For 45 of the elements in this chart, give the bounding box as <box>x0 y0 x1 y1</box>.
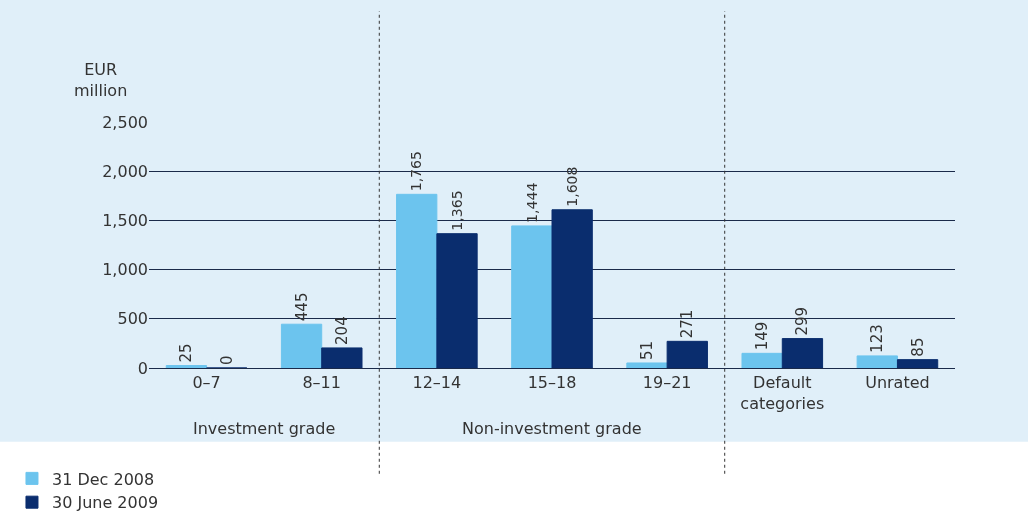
bar <box>856 355 898 368</box>
x-tick-label: 8–11 <box>302 373 341 393</box>
y-tick-label: 1,500 <box>102 211 148 230</box>
data-label: 0 <box>217 355 236 365</box>
text: Investment grade <box>193 419 336 438</box>
bar <box>321 347 363 368</box>
x-tick-label: Unrated <box>865 373 930 393</box>
y-tick-label: 0 <box>137 358 148 378</box>
data-label: 299 <box>793 306 812 336</box>
bar <box>165 365 208 368</box>
legend-label: 30 June 2009 <box>51 493 159 513</box>
y-tick-label: 500 <box>117 309 148 329</box>
data-label: 1,608 <box>563 166 580 207</box>
y-tick-label: 1,000 <box>102 260 148 280</box>
x-tick-label: 12–14 <box>412 373 462 393</box>
bar <box>551 209 593 368</box>
bar <box>396 193 438 368</box>
x-tick-label: Default categories <box>740 373 825 413</box>
data-label: 1,444 <box>523 182 540 223</box>
y-tick-label: 2,500 <box>102 112 148 132</box>
bar <box>511 225 553 368</box>
data-label: 1,765 <box>408 151 425 192</box>
x-tick-label: 0–7 <box>192 373 221 393</box>
y-axis-title: EUR million <box>74 60 128 100</box>
data-label: 445 <box>292 292 311 322</box>
bar <box>280 323 323 368</box>
bar <box>741 352 783 368</box>
x-tick-label: 15–18 <box>527 373 577 393</box>
bar <box>436 233 478 368</box>
data-label: 1,365 <box>448 190 465 231</box>
bar <box>896 359 939 368</box>
x-tick-label: 19–21 <box>642 373 692 393</box>
data-label: 271 <box>678 309 697 339</box>
text: Non-investment grade <box>462 419 642 438</box>
data-label: 204 <box>332 316 351 345</box>
data-label: 51 <box>637 340 656 360</box>
bar <box>626 362 668 368</box>
bar <box>666 340 708 368</box>
data-label: 123 <box>868 324 887 353</box>
data-label: 149 <box>753 321 772 351</box>
bar <box>781 338 824 368</box>
data-label: 85 <box>908 337 927 357</box>
y-tick-label: 2,000 <box>102 161 148 181</box>
legend-label: 31 Dec 2008 <box>51 469 155 489</box>
data-label: 25 <box>177 343 196 363</box>
